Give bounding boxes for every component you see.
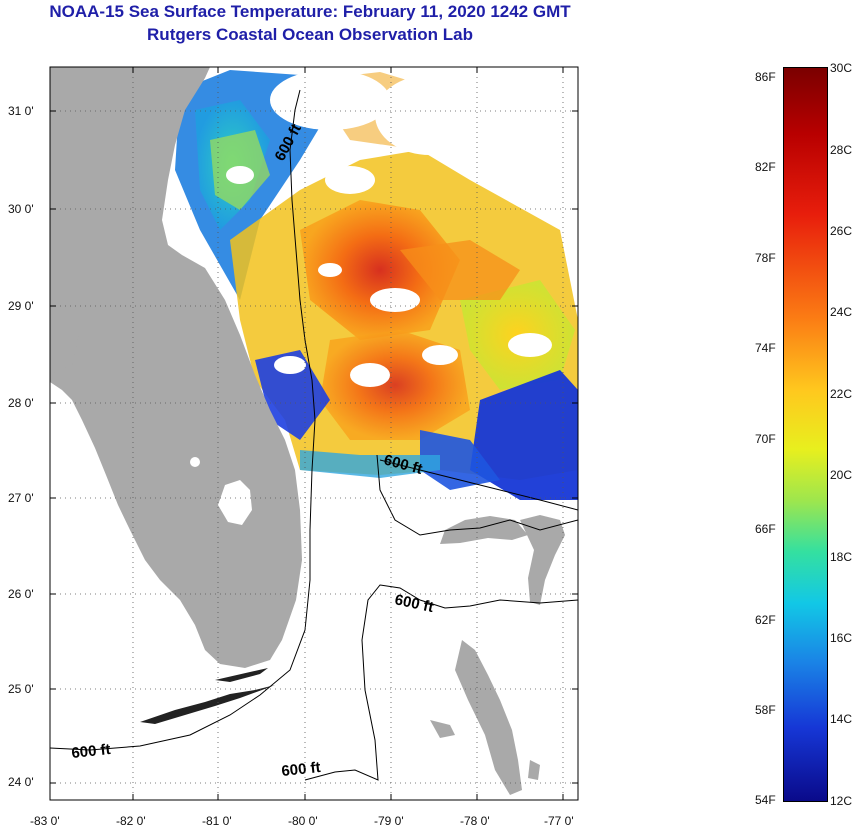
colorbar-c-label: 22C [830,387,853,401]
colorbar-f-label: 74F [755,341,776,355]
lon-label: -83 0' [30,814,60,828]
lon-label: -80 0' [288,814,318,828]
lakes [190,457,252,525]
colorbar-c-label: 20C [830,468,853,482]
colorbar-f-label: 70F [755,432,776,446]
axis-ticks [50,67,578,800]
lat-label: 31 0' [8,104,34,118]
map-title: NOAA-15 Sea Surface Temperature: Februar… [49,2,571,21]
colorbar-c-label: 30C [830,61,853,75]
lon-label: -78 0' [460,814,490,828]
map-frame [49,66,579,801]
cloud-mask [226,70,552,387]
colorbar-f-label: 54F [755,793,776,807]
lat-label: 28 0' [8,396,34,410]
lon-label: -82 0' [116,814,146,828]
colorbar-c-label: 26C [830,224,853,238]
lat-label: 27 0' [8,491,34,505]
lon-label: -79 0' [374,814,404,828]
colorbar-f-label: 86F [755,70,776,84]
lat-label: 24 0' [8,775,34,789]
colorbar-c-label: 14C [830,712,853,726]
colorbar-f-label: 58F [755,703,776,717]
colorbar-c-label: 16C [830,631,853,645]
colorbar-c-label: 18C [830,550,853,564]
colorbar-f-label: 82F [755,160,776,174]
colorbar-f-label: 78F [755,251,776,265]
colorbar-f-label: 66F [755,522,776,536]
lat-label: 29 0' [8,299,34,313]
contour-label-west: 600 ft [71,741,112,762]
gridlines [50,67,578,800]
lat-label: 26 0' [8,587,34,601]
colorbar-c-label: 28C [830,143,853,157]
contour-label-bottom: 600 ft [281,759,322,780]
colorbar-c-label: 24C [830,305,853,319]
temperature-colorbar [783,67,828,802]
map-subtitle: Rutgers Coastal Ocean Observation Lab [147,25,473,44]
lat-label: 25 0' [8,682,34,696]
florida-keys [140,668,275,724]
lon-label: -81 0' [202,814,232,828]
colorbar-f-label: 62F [755,613,776,627]
depth-contours [50,89,578,781]
lat-label: 30 0' [8,202,34,216]
lon-label: -77 0' [544,814,574,828]
colorbar-c-label: 12C [830,794,853,808]
